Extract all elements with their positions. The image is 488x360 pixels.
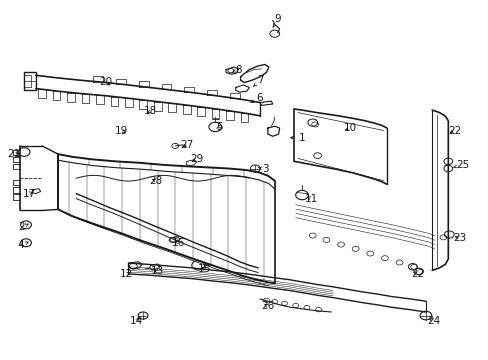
Text: 15: 15 (198, 264, 211, 274)
Text: 14: 14 (129, 316, 142, 325)
Text: 8: 8 (232, 64, 242, 75)
Text: 13: 13 (151, 266, 164, 276)
Text: 7: 7 (253, 75, 263, 86)
Text: 25: 25 (452, 160, 468, 170)
Text: 27: 27 (180, 140, 193, 150)
Text: 29: 29 (190, 154, 203, 164)
Text: 1: 1 (290, 133, 305, 143)
Text: 23: 23 (452, 233, 466, 243)
Text: 18: 18 (144, 106, 157, 116)
Text: 9: 9 (272, 14, 281, 27)
Text: 24: 24 (426, 316, 439, 325)
Text: 17: 17 (22, 189, 36, 199)
Text: 19: 19 (115, 126, 128, 135)
Text: 16: 16 (172, 238, 185, 248)
Text: 26: 26 (261, 301, 274, 311)
Text: 6: 6 (250, 93, 262, 103)
Text: 11: 11 (305, 194, 318, 204)
Text: 4: 4 (18, 240, 28, 250)
Text: 22: 22 (447, 126, 461, 135)
Text: 10: 10 (344, 123, 357, 133)
Text: 28: 28 (149, 176, 162, 186)
Text: 3: 3 (258, 164, 268, 174)
Text: 5: 5 (215, 122, 222, 132)
Text: 20: 20 (99, 77, 112, 87)
Text: 12: 12 (120, 269, 133, 279)
Text: 21: 21 (8, 149, 21, 159)
Text: 22: 22 (410, 269, 424, 279)
Text: 2: 2 (18, 222, 28, 232)
